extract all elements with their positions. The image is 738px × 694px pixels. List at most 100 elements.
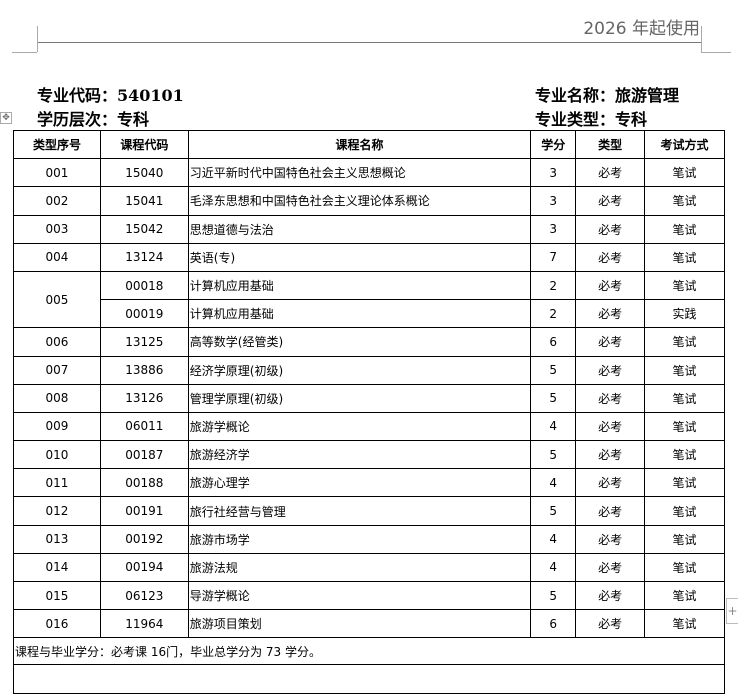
table-row: 001 15040 习近平新时代中国特色社会主义思想概论 3 必考 笔试: [13, 158, 725, 188]
cell-credit: 5: [530, 440, 577, 470]
cell-exam: 笔试: [644, 355, 725, 385]
col-credit: 学分: [530, 129, 577, 160]
cell-code: 00187: [99, 440, 189, 470]
cell-seq: 015: [13, 580, 101, 611]
cell-exam: 笔试: [644, 411, 725, 442]
cell-exam: 笔试: [644, 242, 725, 272]
cell-code: 00192: [99, 524, 189, 554]
cell-credit: 4: [530, 411, 577, 442]
cell-exam: 笔试: [644, 496, 725, 526]
table-row: 011 00188 旅游心理学 4 必考 笔试: [13, 468, 725, 498]
table-row: 008 13126 管理学原理(初级) 5 必考 笔试: [13, 383, 725, 413]
add-row-button[interactable]: +: [726, 598, 738, 624]
table-row: 003 15042 思想道德与法治 3 必考 笔试: [13, 214, 725, 244]
cell-type: 必考: [575, 468, 646, 498]
col-seq: 类型序号: [13, 129, 101, 160]
col-name: 课程名称: [187, 129, 532, 160]
cell-credit: 6: [530, 327, 577, 357]
cell-code: 00018: [99, 270, 189, 301]
credit-summary: 课程与毕业学分：必考课 16门，毕业总学分为 73 学分。: [13, 637, 725, 666]
cell-name: 旅游项目策划: [187, 609, 532, 639]
cell-credit: 2: [530, 299, 577, 329]
cell-name: 旅行社经营与管理: [187, 496, 532, 526]
empty-row: [13, 664, 725, 694]
cell-seq: 010: [13, 440, 101, 470]
cell-exam: 笔试: [644, 383, 725, 413]
cell-type: 必考: [575, 496, 646, 526]
cell-type: 必考: [575, 440, 646, 470]
footer-row: 课程与毕业学分：必考课 16门，毕业总学分为 73 学分。: [13, 637, 725, 666]
cell-type: 必考: [575, 242, 646, 272]
crop-mark: [37, 26, 38, 52]
cell-type: 必考: [575, 411, 646, 442]
cell-code: 15042: [99, 214, 189, 244]
table-move-handle-icon[interactable]: ✥: [0, 112, 12, 124]
major-code: 专业代码：540101: [37, 86, 184, 105]
table-row: 015 06123 导游学概论 5 必考 笔试: [13, 580, 725, 611]
cell-exam: 笔试: [644, 524, 725, 554]
table-row: 00019 计算机应用基础 2 必考 实践: [14, 299, 725, 329]
header-line: [37, 42, 701, 43]
cell-seq: 016: [13, 609, 101, 639]
cell-credit: 2: [530, 270, 577, 301]
cell-name: 习近平新时代中国特色社会主义思想概论: [187, 158, 532, 188]
cell-type: 必考: [575, 580, 646, 611]
cell-seq: 011: [13, 468, 101, 498]
cell-seq: 001: [13, 158, 101, 188]
cell-name: 高等数学(经管类): [187, 327, 532, 357]
cell-credit: 7: [530, 242, 577, 272]
col-exam: 考试方式: [644, 129, 725, 160]
table-row: 004 13124 英语(专) 7 必考 笔试: [13, 242, 725, 272]
cell-credit: 4: [530, 552, 577, 583]
cell-name: 旅游心理学: [187, 468, 532, 498]
table-row: 013 00192 旅游市场学 4 必考 笔试: [13, 524, 725, 554]
cell-credit: 5: [530, 580, 577, 611]
cell-type: 必考: [575, 609, 646, 639]
cell-seq: 014: [13, 552, 101, 583]
cell-code: 15041: [99, 186, 189, 216]
cell-exam: 笔试: [644, 214, 725, 244]
cell-type: 必考: [575, 186, 646, 216]
cell-code: 00194: [99, 552, 189, 583]
crop-mark: [701, 52, 731, 53]
cell-name: 计算机应用基础: [187, 270, 532, 301]
cell-exam: 笔试: [644, 327, 725, 357]
cell-code: 00191: [99, 496, 189, 526]
cell-credit: 3: [530, 158, 577, 188]
cell-code: 00019: [99, 299, 189, 329]
cell-seq: 012: [13, 496, 101, 526]
cell-seq: 005: [13, 270, 101, 329]
table-header-row: 类型序号 课程代码 课程名称 学分 类型 考试方式: [13, 129, 725, 160]
cell-name: 计算机应用基础: [187, 299, 532, 329]
cell-credit: 3: [530, 214, 577, 244]
cell-code: 11964: [99, 609, 189, 639]
cell-credit: 3: [530, 186, 577, 216]
cell-type: 必考: [575, 552, 646, 583]
education-level: 学历层次：专科: [37, 110, 150, 129]
cell-seq: 009: [13, 411, 101, 442]
empty-cell: [13, 664, 725, 694]
cell-code: 06123: [99, 580, 189, 611]
table-row: 005 00018 计算机应用基础 2 必考 笔试: [13, 270, 725, 329]
cell-exam: 笔试: [644, 158, 725, 188]
table-row: 006 13125 高等数学(经管类) 6 必考 笔试: [13, 327, 725, 357]
cell-exam: 笔试: [644, 186, 725, 216]
cell-credit: 4: [530, 524, 577, 554]
table-row: 010 00187 旅游经济学 5 必考 笔试: [13, 440, 725, 470]
col-code: 课程代码: [99, 129, 189, 160]
cell-type: 必考: [575, 214, 646, 244]
cell-exam: 实践: [644, 299, 725, 329]
cell-credit: 4: [530, 468, 577, 498]
header-note: 2026 年起使用: [583, 19, 700, 39]
cell-seq: 006: [13, 327, 101, 357]
cell-exam: 笔试: [644, 440, 725, 470]
cell-name: 思想道德与法治: [187, 214, 532, 244]
cell-seq: 013: [13, 524, 101, 554]
cell-exam: 笔试: [644, 552, 725, 583]
cell-seq: 007: [13, 355, 101, 385]
table-row: 014 00194 旅游法规 4 必考 笔试: [13, 552, 725, 583]
cell-type: 必考: [575, 327, 646, 357]
major-type: 专业类型：专科: [535, 110, 648, 129]
cell-seq: 003: [13, 214, 101, 244]
course-table: 类型序号 课程代码 课程名称 学分 类型 考试方式 001 15040 习近平新时代…: [13, 129, 725, 694]
